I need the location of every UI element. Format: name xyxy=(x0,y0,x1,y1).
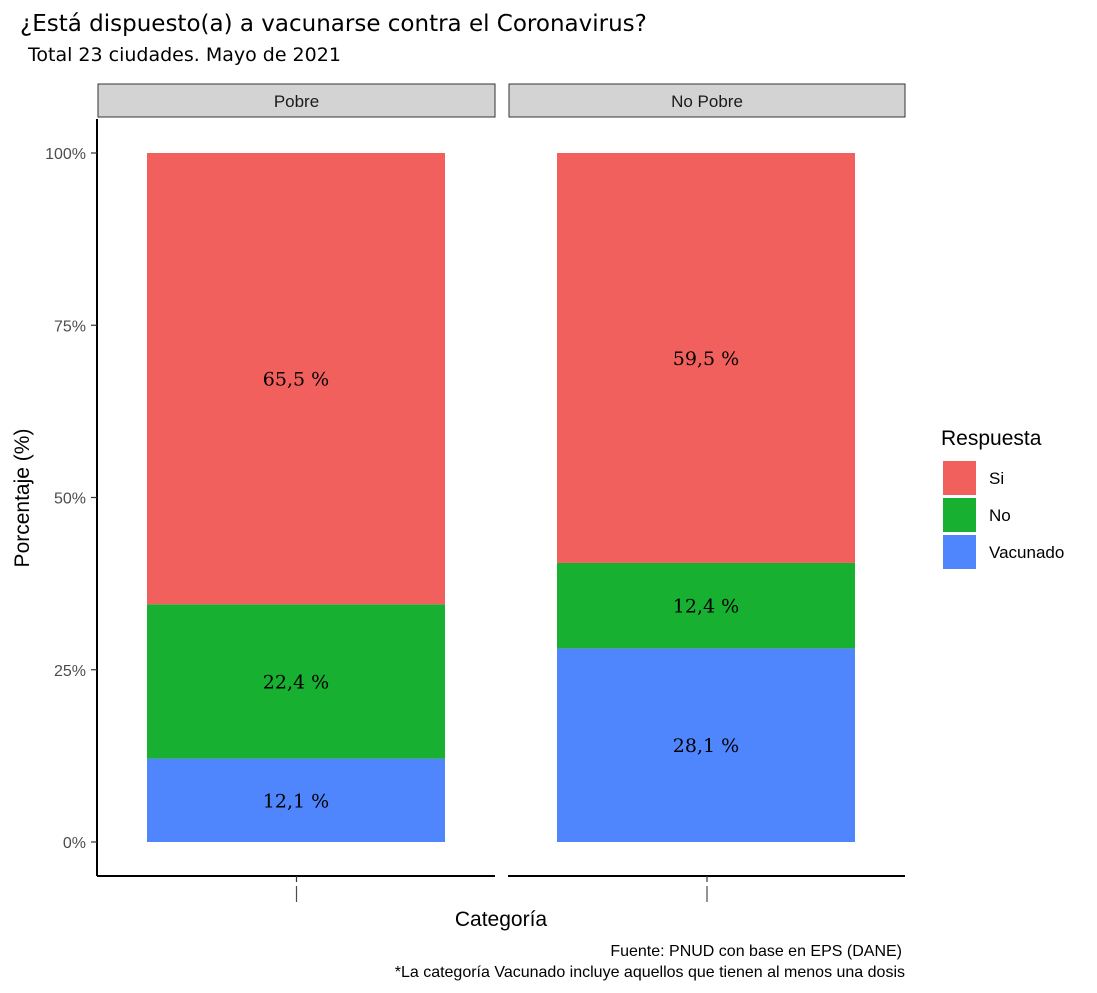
y-axis-title: Porcentaje (%) xyxy=(11,429,34,568)
facet-label-pobre: Pobre xyxy=(274,92,319,111)
facet-strip-no-pobre xyxy=(508,83,906,118)
legend-key-si xyxy=(943,461,976,495)
bar-no-pobre-si xyxy=(557,153,855,563)
legend-key-no xyxy=(943,498,976,532)
bar-pobre-si xyxy=(147,153,445,605)
y-tick-label-75: 75% xyxy=(54,318,86,335)
y-tick-label-0: 0% xyxy=(63,835,86,852)
data-label-no-pobre-vacunado: 28,1 % xyxy=(673,735,739,757)
y-tick-label-50: 50% xyxy=(54,491,86,508)
chart-title: ¿Está dispuesto(a) a vacunarse contra el… xyxy=(20,11,647,37)
legend-label-no: No xyxy=(989,506,1011,525)
chart-subtitle: Total 23 ciudades. Mayo de 2021 xyxy=(27,44,341,66)
bar-no-pobre-vacunado xyxy=(557,648,855,842)
legend: Respuesta Si No Vacunado xyxy=(941,427,1064,569)
legend-label-si: Si xyxy=(989,469,1004,488)
legend-key-vacunado xyxy=(943,535,976,569)
caption-note: *La categoría Vacunado incluye aquellos … xyxy=(395,964,905,981)
data-label-no-pobre-si: 59,5 % xyxy=(673,348,739,370)
legend-title: Respuesta xyxy=(941,427,1042,450)
data-label-pobre-vacunado: 12,1 % xyxy=(263,790,329,812)
data-label-pobre-no: 22,4 % xyxy=(263,671,329,693)
data-label-pobre-si: 65,5 % xyxy=(263,369,329,391)
bar-pobre-vacunado xyxy=(147,758,445,842)
facet-strip-pobre xyxy=(97,83,496,118)
plot-area: Pobre No Pobre 12,1 % 22,4 % 65,5 % 28,1 % 12,… xyxy=(45,83,906,902)
x-axis-title: Categoría xyxy=(455,908,548,931)
caption-source: Fuente: PNUD con base en EPS (DANE) xyxy=(610,943,902,960)
data-label-no-pobre-no: 12,4 % xyxy=(673,596,739,618)
y-tick-label-25: 25% xyxy=(54,663,86,680)
facet-label-no-pobre: No Pobre xyxy=(671,92,743,111)
bar-no-pobre-no xyxy=(557,562,855,649)
y-tick-label-100: 100% xyxy=(45,146,86,163)
legend-label-vacunado: Vacunado xyxy=(989,543,1064,562)
bar-pobre-no xyxy=(147,604,445,759)
